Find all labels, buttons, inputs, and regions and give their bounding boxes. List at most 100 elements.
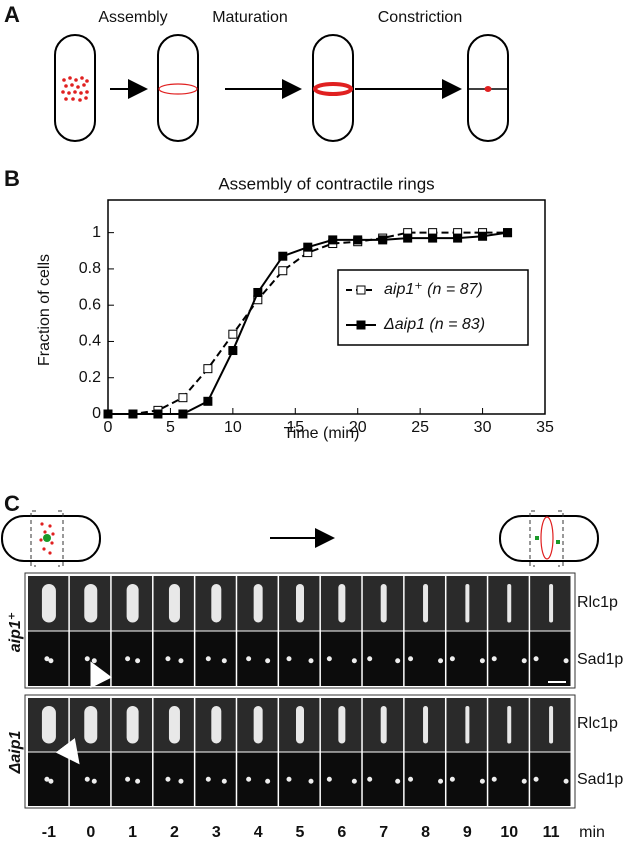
legend-marker [356,285,366,295]
spb-signal [408,656,414,662]
y-tick-label: 0.8 [79,260,101,277]
channel-label: Rlc1p [577,594,618,611]
unit-label: min [579,824,605,841]
legend-marker [356,320,366,330]
spb-signal [395,658,401,664]
data-point [203,364,213,374]
micrographs: -1 0 1 2 3 4 5 6 7 8 9 10 11 [24,572,576,841]
spb-signal [563,658,569,664]
data-point [178,393,188,403]
spb-signal [221,778,227,784]
spb-signal [44,776,50,782]
spb-signal [178,658,184,664]
timepoint-label: 11 [543,824,560,841]
micrograph [279,752,320,806]
data-point [403,233,413,243]
legend-box [337,269,529,346]
spb-signal [125,776,131,782]
timepoint-label: 9 [463,824,472,841]
x-tick-label: 35 [536,419,554,436]
panel-label: C [4,491,20,516]
spb-signal [205,656,211,662]
timepoint-label: 2 [170,824,179,841]
spb-signal [165,776,171,782]
spb-signal [479,778,485,784]
legend-label: aip1⁺ (n = 87) [384,281,483,298]
data-point [378,235,388,245]
ring-signal [253,706,263,744]
y-tick-label: 0.6 [79,296,101,313]
y-axis-label: Fraction of cells [36,254,53,366]
data-point [303,242,313,252]
panel-label: B [4,166,20,191]
ring-signal [84,584,98,623]
ring-signal [423,584,429,623]
data-point [353,235,363,245]
spb-signal [205,776,211,782]
data-point [328,235,338,245]
image-group-frame [24,572,576,689]
ring-signal [465,706,470,744]
y-tick-label: 1 [92,224,101,241]
ring-signal [338,584,346,623]
ring-signal [507,706,512,744]
spb-signal [521,778,527,784]
data-point [203,396,213,406]
spb-signal [367,656,373,662]
ring-signal [507,584,512,623]
data-point [103,409,113,419]
x-tick-label: 5 [166,419,175,436]
x-tick-label: 0 [104,419,113,436]
spb-signal [308,778,314,784]
spb-signal [326,656,332,662]
spb-signal [521,658,527,664]
spb-signal [165,656,171,662]
x-tick-label: 30 [474,419,492,436]
spb-signal [48,658,54,664]
micrograph [111,752,153,806]
ring-signal [338,706,346,744]
data-point [253,287,263,297]
legend-label: Δaip1 (n = 83) [383,316,485,333]
ring-signal [41,706,56,744]
ring-signal [465,584,470,623]
ring-signal [168,706,180,744]
data-point [503,228,513,238]
micrograph [153,631,194,686]
micrograph [153,752,194,806]
channel-label: Sad1p [577,771,623,788]
timepoint-label: 0 [86,824,95,841]
ring-signal [380,584,387,623]
data-point [478,231,488,241]
spb-signal [479,658,485,664]
strain-label: Δaip1 [7,731,24,775]
micrograph [111,631,153,686]
spb-signal [246,656,252,662]
spb-signal [91,658,97,664]
data-point [153,409,163,419]
spb-signal [221,658,227,664]
ring-signal [549,706,554,744]
spb-signal [449,776,455,782]
micrograph [69,631,111,686]
spb-signal [48,778,54,784]
data-point [278,266,288,276]
timepoint-label: 3 [212,824,221,841]
spb-signal [84,776,90,782]
spb-signal [286,776,292,782]
data-point [178,409,188,419]
y-tick-label: 0 [92,405,101,422]
data-point [228,329,238,339]
data-point [228,346,238,356]
spb-signal [135,778,141,784]
ring-signal [253,584,263,623]
x-tick-label: 15 [286,419,304,436]
timepoint-label: 7 [379,824,388,841]
timepoint-label: 1 [128,824,137,841]
x-tick-label: 20 [349,419,367,436]
timepoint-label: 10 [500,824,518,841]
arrow [55,738,80,765]
channel-label: Sad1p [577,651,623,668]
